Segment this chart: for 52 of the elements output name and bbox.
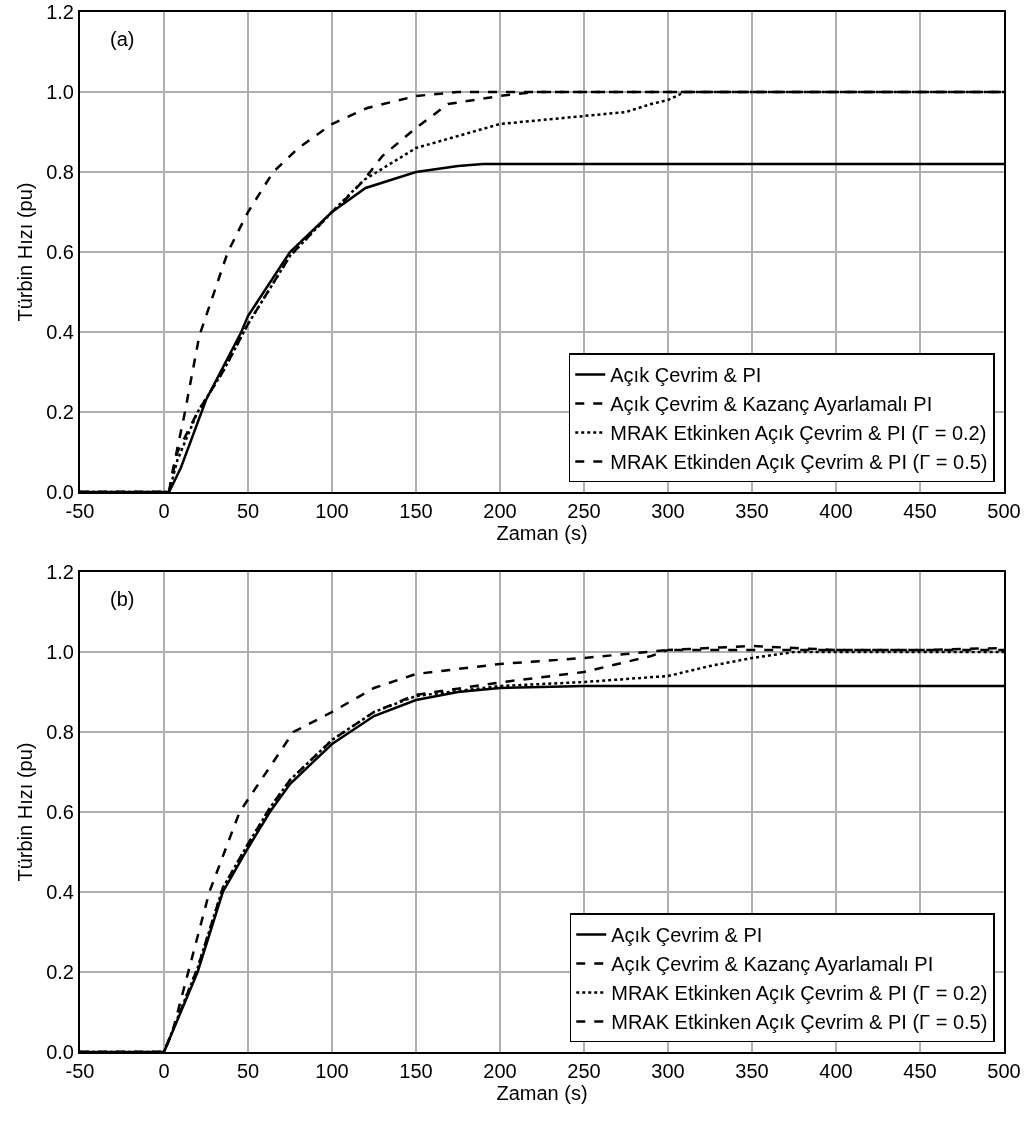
y-axis-title: Türbin Hızı (pu) xyxy=(14,182,37,322)
x-tick-label: -50 xyxy=(65,500,95,522)
x-tick-label: 400 xyxy=(819,500,853,522)
x-tick-label: 500 xyxy=(987,1060,1021,1082)
x-axis-title: Zaman (s) xyxy=(496,1082,588,1104)
y-tick-label: 0.0 xyxy=(46,481,74,503)
annotation: (b) xyxy=(110,588,135,610)
legend-label: MRAK Etkinken Açık Çevrim & PI (Γ = 0.2) xyxy=(611,982,988,1005)
y-tick-label: 0.6 xyxy=(46,241,74,263)
legend-label: Açık Çevrim & PI xyxy=(610,364,762,387)
legend-label: Açık Çevrim & PI xyxy=(611,924,763,947)
y-tick-label: 0.4 xyxy=(46,881,74,903)
x-tick-label: 150 xyxy=(399,500,433,522)
x-tick-label: 150 xyxy=(399,1060,433,1082)
x-tick-label: 450 xyxy=(903,500,937,522)
x-tick-label: 300 xyxy=(651,1060,685,1082)
x-tick-label: 0 xyxy=(158,500,170,522)
legend-label: Açık Çevrim & Kazanç Ayarlamalı PI xyxy=(611,953,934,976)
x-tick-label: 200 xyxy=(483,500,517,522)
y-tick-label: 0.4 xyxy=(46,321,74,343)
x-tick-label: 350 xyxy=(735,1060,769,1082)
y-tick-label: 0.0 xyxy=(46,1041,74,1063)
y-tick-label: 1.0 xyxy=(46,641,74,663)
x-tick-label: 250 xyxy=(567,500,601,522)
x-tick-label: 450 xyxy=(903,1060,937,1082)
x-tick-label: 50 xyxy=(236,500,260,522)
annotation: (a) xyxy=(110,28,135,50)
x-tick-label: 100 xyxy=(315,500,349,522)
y-tick-label: 0.6 xyxy=(46,801,74,823)
x-tick-label: 400 xyxy=(819,1060,853,1082)
x-tick-label: 100 xyxy=(315,1060,349,1082)
y-axis-title: Türbin Hızı (pu) xyxy=(14,742,37,882)
y-tick-label: 1.2 xyxy=(46,1,74,23)
y-tick-label: 0.8 xyxy=(46,721,74,743)
x-tick-label: 350 xyxy=(735,500,769,522)
y-tick-label: 1.2 xyxy=(46,561,74,583)
y-tick-label: 0.2 xyxy=(46,961,74,983)
x-tick-label: 200 xyxy=(483,1060,517,1082)
x-axis-title: Zaman (s) xyxy=(496,522,588,544)
x-tick-label: 300 xyxy=(651,500,685,522)
y-tick-label: 1.0 xyxy=(46,81,74,103)
x-tick-label: 0 xyxy=(158,1060,170,1082)
y-tick-label: 0.2 xyxy=(46,401,74,423)
legend-label: MRAK Etkinden Açık Çevrim & PI (Γ = 0.5) xyxy=(610,451,988,474)
x-tick-label: 250 xyxy=(567,1060,601,1082)
legend-label: MRAK Etkinken Açık Çevrim & PI (Γ = 0.5) xyxy=(611,1011,988,1034)
legend-label: Açık Çevrim & Kazanç Ayarlamalı PI xyxy=(610,393,933,416)
x-tick-label: 500 xyxy=(987,500,1021,522)
legend-label: MRAK Etkinken Açık Çevrim & PI (Γ = 0.2) xyxy=(610,422,987,445)
x-tick-label: 50 xyxy=(236,1060,260,1082)
x-tick-label: -50 xyxy=(65,1060,95,1082)
y-tick-label: 0.8 xyxy=(46,161,74,183)
